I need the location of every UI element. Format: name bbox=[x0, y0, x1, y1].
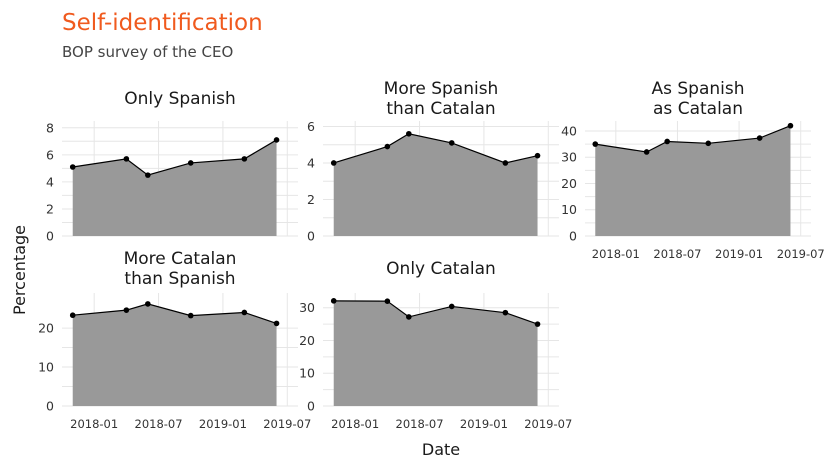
series-line bbox=[333, 300, 538, 325]
data-point bbox=[448, 303, 455, 310]
facet-strip-label: As Spanish bbox=[651, 79, 744, 99]
x-tick-label: 2018-07 bbox=[135, 417, 183, 431]
x-tick-label: 2019-01 bbox=[460, 417, 508, 431]
series-area bbox=[333, 133, 538, 236]
y-tick-label: 30 bbox=[299, 300, 315, 315]
data-point bbox=[384, 298, 391, 304]
x-tick-label: 2018-07 bbox=[653, 247, 701, 261]
x-tick-label: 2018-01 bbox=[331, 417, 379, 431]
x-tick-label: 2018-01 bbox=[70, 417, 118, 431]
chart-title: Self-identification bbox=[62, 10, 263, 36]
facet-panel: 0 2 4 6 8 Only Spanish bbox=[46, 89, 298, 244]
y-tick-label: 8 bbox=[46, 120, 54, 135]
y-tick-label: 2 bbox=[46, 201, 54, 216]
data-point bbox=[69, 164, 76, 170]
series-line bbox=[595, 125, 791, 153]
data-point bbox=[502, 309, 509, 316]
facet-strip-label: More Spanish bbox=[384, 79, 499, 99]
y-tick-label: 20 bbox=[38, 321, 54, 336]
y-tick-label: 2 bbox=[307, 192, 315, 207]
data-point bbox=[69, 312, 76, 319]
y-tick-label: 0 bbox=[46, 229, 54, 244]
data-point bbox=[756, 135, 763, 141]
facet-strip-label: Only Catalan bbox=[386, 259, 496, 279]
series-line bbox=[72, 139, 277, 176]
facet-panel: 0 10 20 30 2018-01 2018-07 2019-01 2019-07 Only … bbox=[299, 259, 572, 431]
data-point bbox=[187, 312, 194, 319]
x-tick-label: 2019-07 bbox=[263, 417, 311, 431]
x-tick-label: 2019-07 bbox=[777, 247, 825, 261]
series-area bbox=[595, 125, 791, 236]
series-line bbox=[72, 303, 277, 324]
facet-strip-label: than Catalan bbox=[386, 99, 495, 119]
data-point bbox=[787, 122, 794, 129]
y-tick-label: 4 bbox=[46, 174, 54, 189]
x-tick-label: 2019-01 bbox=[715, 247, 763, 261]
data-point bbox=[273, 320, 280, 327]
x-axis-title: Date bbox=[422, 440, 460, 459]
y-tick-label: 10 bbox=[299, 366, 315, 381]
facet-panel: 0 10 20 2018-01 2018-07 2019-01 2019-07 More Ca… bbox=[38, 249, 311, 431]
y-tick-label: 10 bbox=[561, 202, 577, 217]
facet-strip-label: More Catalan bbox=[124, 249, 237, 269]
data-point bbox=[643, 149, 650, 155]
facet-strip-label: than Spanish bbox=[124, 269, 235, 289]
data-point bbox=[241, 309, 248, 316]
x-tick-label: 2019-01 bbox=[199, 417, 247, 431]
x-tick-label: 2019-07 bbox=[524, 417, 572, 431]
y-tick-label: 40 bbox=[561, 123, 577, 138]
data-point bbox=[187, 160, 194, 166]
series-area bbox=[72, 303, 277, 406]
y-tick-label: 20 bbox=[299, 333, 315, 348]
data-point bbox=[534, 321, 541, 327]
data-point bbox=[123, 307, 130, 313]
y-tick-label: 0 bbox=[569, 229, 577, 244]
y-tick-label: 6 bbox=[307, 119, 315, 134]
data-point bbox=[384, 143, 391, 150]
data-point bbox=[241, 156, 248, 162]
chart-subtitle: BOP survey of the CEO bbox=[62, 43, 233, 61]
y-tick-label: 0 bbox=[307, 229, 315, 244]
data-point bbox=[406, 130, 412, 137]
x-tick-label: 2018-01 bbox=[592, 247, 640, 261]
y-tick-label: 4 bbox=[307, 155, 315, 170]
series-line bbox=[333, 133, 538, 164]
data-point bbox=[145, 172, 151, 178]
data-point bbox=[273, 137, 280, 143]
data-point bbox=[145, 301, 151, 307]
data-point bbox=[534, 152, 541, 159]
y-axis-title: Percentage bbox=[10, 225, 29, 315]
data-point bbox=[330, 298, 337, 304]
data-point bbox=[705, 140, 712, 147]
x-tick-label: 2018-07 bbox=[396, 417, 444, 431]
data-point bbox=[502, 160, 509, 166]
y-tick-label: 6 bbox=[46, 147, 54, 162]
series-area bbox=[72, 139, 277, 236]
data-point bbox=[330, 160, 337, 166]
y-tick-label: 0 bbox=[46, 399, 54, 414]
y-tick-label: 10 bbox=[38, 360, 54, 375]
data-point bbox=[406, 314, 412, 320]
series-area bbox=[333, 300, 538, 406]
data-point bbox=[448, 140, 455, 146]
facet-strip-label: Only Spanish bbox=[124, 89, 235, 109]
data-point bbox=[592, 141, 599, 147]
y-tick-label: 0 bbox=[307, 399, 315, 414]
y-tick-label: 30 bbox=[561, 150, 577, 165]
data-point bbox=[664, 138, 670, 145]
data-point bbox=[123, 156, 130, 162]
facet-panel: 0 10 20 30 40 2018-01 2018-07 2019-01 2019-07 As … bbox=[561, 79, 825, 261]
facet-strip-label: as Catalan bbox=[653, 99, 743, 119]
y-tick-label: 20 bbox=[561, 176, 577, 191]
